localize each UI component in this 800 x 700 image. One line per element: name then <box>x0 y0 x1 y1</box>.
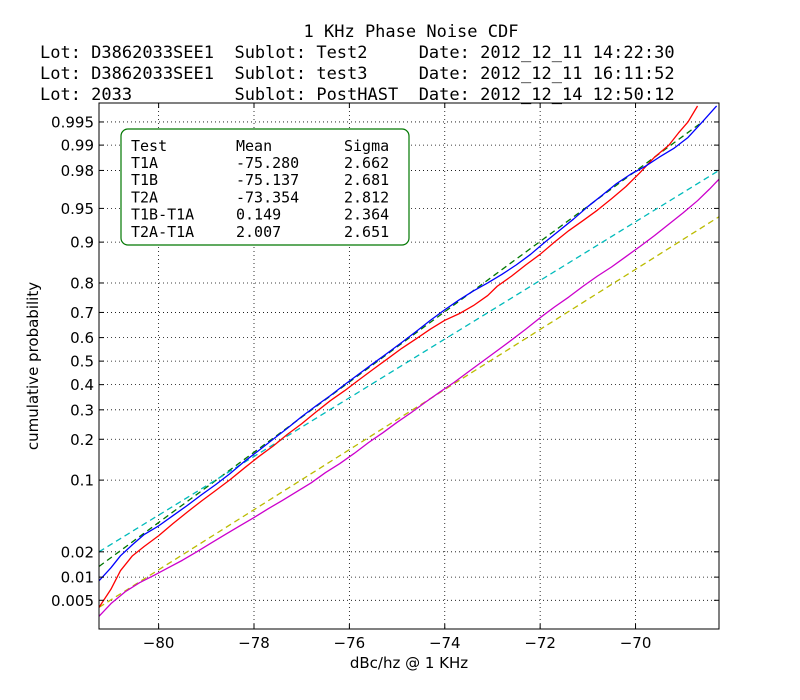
y-tick-label: 0.9 <box>70 234 94 252</box>
y-tick-label: 0.995 <box>51 113 94 131</box>
y-tick-label: 0.95 <box>61 200 94 218</box>
stats-cell: 2.662 <box>344 154 389 172</box>
x-tick-label: −74 <box>429 634 461 652</box>
y-tick-label: 0.1 <box>70 472 94 490</box>
stats-header-mean: Mean <box>236 137 272 155</box>
series-line-t2a <box>98 178 720 617</box>
grid <box>99 103 719 629</box>
stats-table: Test Mean Sigma T1A -75.280 2.662 T1B -75.137 2.… <box>131 137 389 241</box>
y-tick-label: 0.01 <box>61 569 94 587</box>
x-tick-label: −78 <box>238 634 270 652</box>
x-axis-ticks: −80 −78 −76 −74 −72 −70 <box>143 103 652 652</box>
x-axis-label: dBc/hz @ 1 KHz <box>350 654 468 672</box>
stats-cell: -75.137 <box>236 171 299 189</box>
stats-header-test: Test <box>131 137 167 155</box>
y-tick-label: 0.8 <box>70 274 94 292</box>
stats-cell: 2.812 <box>344 188 389 206</box>
y-tick-label: 0.02 <box>61 543 94 561</box>
header-line-2: Lot: D3862033SEE1 Sublot: test3 Date: 20… <box>40 64 675 84</box>
stats-cell: 2.364 <box>344 206 389 224</box>
stats-cell: T1A <box>131 154 158 172</box>
stats-cell: 0.149 <box>236 206 281 224</box>
stats-legend: Test Mean Sigma T1A -75.280 2.662 T1B -75.137 2.… <box>120 128 410 246</box>
stats-cell: 2.651 <box>344 223 389 241</box>
header-line-1: Lot: D3862033SEE1 Sublot: Test2 Date: 20… <box>40 43 675 63</box>
stats-cell: -75.280 <box>236 154 299 172</box>
y-tick-label: 0.6 <box>70 329 94 347</box>
x-tick-label: −70 <box>620 634 652 652</box>
x-tick-label: −72 <box>524 634 556 652</box>
stats-header-sigma: Sigma <box>344 137 389 155</box>
plot-frame <box>98 102 720 630</box>
stats-legend-box <box>120 128 410 246</box>
x-tick-label: −80 <box>143 634 175 652</box>
y-axis-ticks: 0.005 0.01 0.02 0.1 0.2 0.3 0.4 0.5 0.6 0.7 0.8 0.9… <box>51 113 719 610</box>
stats-cell: -73.354 <box>236 188 299 206</box>
chart-title: 1 KHz Phase Noise CDF <box>304 22 519 42</box>
y-tick-label: 0.99 <box>61 137 94 155</box>
y-tick-label: 0.5 <box>70 353 94 371</box>
fit-line-t1b <box>98 169 720 553</box>
y-tick-label: 0.98 <box>61 162 94 180</box>
fit-line-t2a <box>98 216 720 608</box>
y-tick-label: 0.005 <box>51 592 94 610</box>
stats-cell: 2.681 <box>344 171 389 189</box>
stats-cell: T1B <box>131 171 158 189</box>
data-series <box>98 105 720 617</box>
header-line-3: Lot: 2033 Sublot: PostHAST Date: 2012_12… <box>40 85 675 105</box>
series-line-t1a <box>98 105 699 608</box>
y-tick-label: 0.4 <box>70 376 94 394</box>
y-tick-label: 0.3 <box>70 401 94 419</box>
y-tick-label: 0.2 <box>70 431 94 449</box>
stats-cell: 2.007 <box>236 223 281 241</box>
x-tick-label: −76 <box>334 634 366 652</box>
stats-cell: T2A <box>131 188 158 206</box>
series-line-t1b <box>98 105 718 582</box>
stats-cell: T2A-T1A <box>131 223 194 241</box>
y-tick-label: 0.7 <box>70 304 94 322</box>
stats-cell: T1B-T1A <box>131 206 194 224</box>
y-axis-label: cumulative probability <box>24 282 42 450</box>
